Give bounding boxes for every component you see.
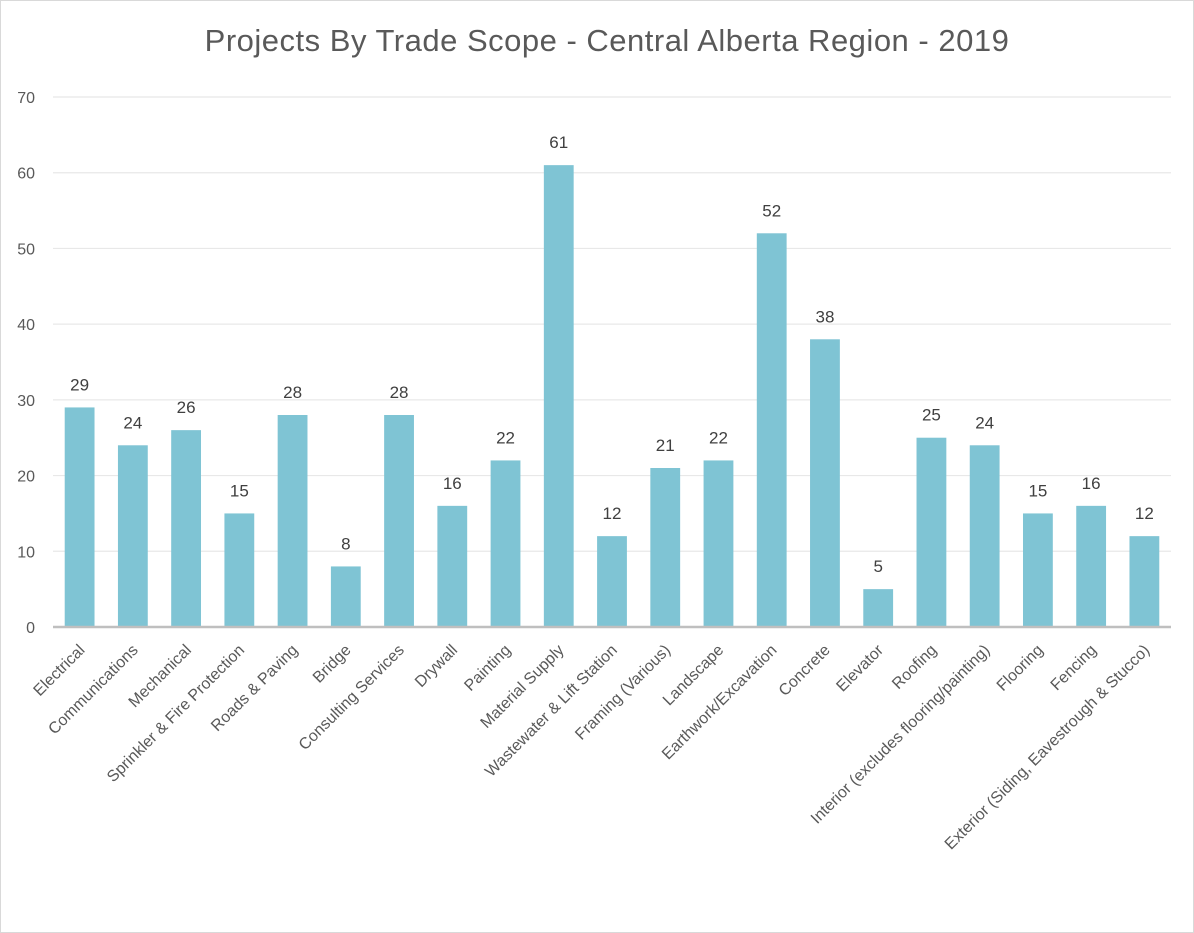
- bar: [597, 536, 627, 627]
- y-tick-label: 70: [17, 90, 35, 107]
- data-label: 25: [922, 406, 941, 425]
- data-label: 16: [1082, 474, 1101, 493]
- y-axis-tick-labels: 0 10 20 30 40 50 60 70: [17, 90, 35, 637]
- y-tick-label: 0: [26, 620, 35, 637]
- bar: [916, 437, 947, 627]
- category-label: Concrete: [776, 642, 834, 700]
- data-label: 22: [709, 428, 728, 447]
- bar: [330, 566, 361, 627]
- data-labels: 29 24 26 15 28 8 28 16 22 61 12 21 22 52 38 5 25 24 15 16 12: [70, 133, 1154, 576]
- bar: [117, 445, 148, 627]
- data-label: 15: [1028, 481, 1047, 500]
- bar: [810, 339, 840, 627]
- bar: [437, 505, 468, 627]
- data-label: 61: [549, 133, 568, 152]
- category-label: Consulting Services: [296, 642, 408, 754]
- bar: [703, 460, 734, 627]
- bar: [650, 468, 681, 627]
- bar: [1022, 513, 1053, 627]
- bar: [171, 430, 202, 627]
- bar: [490, 460, 521, 627]
- data-label: 26: [177, 398, 196, 417]
- y-tick-label: 30: [17, 393, 35, 410]
- data-label: 24: [123, 413, 142, 432]
- gridlines: [53, 96, 1171, 552]
- category-label: Painting: [461, 642, 514, 695]
- bar: [756, 233, 787, 628]
- y-tick-label: 40: [17, 317, 35, 334]
- category-label: Roofing: [889, 642, 940, 693]
- bars: [64, 165, 1160, 628]
- bar: [64, 407, 95, 627]
- data-label: 8: [341, 534, 350, 553]
- data-label: 5: [873, 557, 882, 576]
- bar: [969, 445, 1000, 627]
- category-label: Flooring: [994, 642, 1047, 695]
- category-label: Drywall: [412, 642, 461, 691]
- data-label: 24: [975, 413, 994, 432]
- category-labels: ElectricalCommunicationsMechanicalSprink…: [31, 641, 1154, 853]
- bar: [863, 589, 894, 627]
- bar: [277, 415, 308, 627]
- data-label: 28: [283, 383, 302, 402]
- bar: [384, 415, 414, 627]
- data-label: 16: [443, 474, 462, 493]
- category-label: Elevator: [833, 641, 887, 695]
- data-label: 15: [230, 481, 249, 500]
- category-label: Communications: [45, 642, 141, 738]
- data-label: 52: [762, 201, 781, 220]
- y-tick-label: 10: [17, 544, 35, 561]
- data-label: 38: [815, 307, 834, 326]
- data-label: 12: [603, 504, 622, 523]
- category-label: Bridge: [310, 642, 355, 687]
- y-tick-label: 50: [17, 241, 35, 258]
- y-tick-label: 60: [17, 166, 35, 183]
- data-label: 21: [656, 436, 675, 455]
- bar: [1129, 536, 1160, 627]
- y-tick-label: 20: [17, 469, 35, 486]
- data-label: 28: [390, 383, 409, 402]
- data-label: 22: [496, 428, 515, 447]
- chart-title: Projects By Trade Scope - Central Albert…: [204, 23, 1010, 58]
- bar: [224, 513, 255, 627]
- category-label: Fencing: [1048, 642, 1100, 694]
- bar: [1076, 505, 1107, 627]
- data-label: 29: [70, 375, 89, 394]
- category-label: Framing (Various): [572, 642, 674, 744]
- data-label: 12: [1135, 504, 1154, 523]
- bar: [543, 165, 574, 627]
